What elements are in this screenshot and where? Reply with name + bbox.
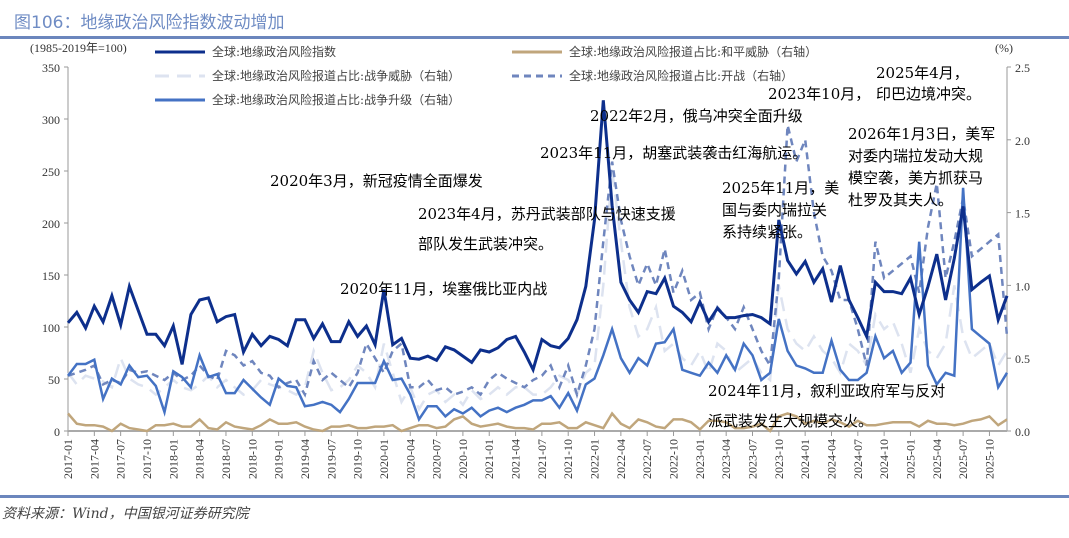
- x-tick-label: 2023-04: [719, 439, 733, 479]
- x-tick-label: 2019-04: [298, 439, 312, 479]
- x-tick-label: 2021-01: [482, 439, 496, 479]
- series-line-1: [67, 411, 1008, 433]
- right-tick-label: 0.5: [1015, 352, 1030, 366]
- series-line-3: [67, 124, 1009, 399]
- x-tick-label: 2023-07: [746, 439, 760, 479]
- x-tick-label: 2022-04: [614, 439, 628, 479]
- x-tick-label: 2024-10: [877, 439, 891, 479]
- x-tick-label: 2017-01: [61, 439, 75, 479]
- x-tick-label: 2021-04: [509, 439, 523, 479]
- annotation: 印巴边境冲突。: [876, 85, 981, 103]
- right-unit: (%): [995, 41, 1013, 55]
- legend-label: 全球:地缘政治风险报道占比:战争威胁（右轴）: [212, 68, 460, 83]
- x-tick-label: 2022-01: [588, 439, 602, 479]
- title-divider: [0, 36, 1069, 39]
- left-tick-label: 0: [54, 425, 60, 439]
- x-tick-label: 2018-10: [245, 439, 259, 479]
- series-line-0: [66, 100, 1009, 374]
- series-line-4: [67, 187, 1009, 423]
- annotation: 2022年2月，俄乌冲突全面升级: [590, 107, 803, 125]
- series-line-2: [67, 168, 1009, 413]
- x-tick-label: 2017-10: [140, 439, 154, 479]
- annotation: 部队发生武装冲突。: [418, 235, 553, 253]
- left-tick-label: 350: [42, 61, 60, 75]
- right-tick-label: 1.5: [1015, 207, 1030, 221]
- annotation: 杜罗及其夫人。: [848, 191, 953, 209]
- x-tick-label: 2025-01: [903, 439, 917, 479]
- x-tick-label: 2017-07: [114, 439, 128, 479]
- x-tick-label: 2017-04: [87, 439, 101, 479]
- annotation: 模空袭，美方抓获马: [848, 169, 983, 187]
- x-tick-label: 2019-10: [351, 439, 365, 479]
- x-tick-label: 2022-10: [667, 439, 681, 479]
- left-unit: (1985-2019年=100): [30, 41, 127, 55]
- figure-title: 图106：地缘政治风险指数波动增加: [14, 13, 285, 33]
- x-tick-label: 2024-01: [798, 439, 812, 479]
- left-tick-label: 100: [42, 321, 60, 335]
- x-tick-label: 2021-10: [561, 439, 575, 479]
- annotation: 2023年10月，: [768, 85, 870, 103]
- annotation: 2025年11月，美: [722, 179, 839, 197]
- right-tick-label: 2.5: [1015, 61, 1030, 75]
- annotation: 系持续紧张。: [722, 223, 812, 241]
- right-tick-label: 2.0: [1015, 134, 1030, 148]
- x-tick-label: 2020-07: [430, 439, 444, 479]
- legend-label: 全球:地缘政治风险报道占比:和平威胁（右轴）: [569, 44, 817, 59]
- left-tick-label: 300: [42, 113, 60, 127]
- x-tick-label: 2018-01: [166, 439, 180, 479]
- x-tick-label: 2018-07: [219, 439, 233, 479]
- x-tick-label: 2020-01: [377, 439, 391, 479]
- x-tick-label: 2025-07: [956, 439, 970, 479]
- annotation: 2026年1月3日，美军: [848, 125, 995, 143]
- x-tick-label: 2021-07: [535, 439, 549, 479]
- annotation: 2020年3月，新冠疫情全面爆发: [270, 172, 483, 190]
- right-tick-label: 1.0: [1015, 279, 1030, 293]
- legend-label: 全球:地缘政治风险报道占比:战争升级（右轴）: [212, 92, 460, 107]
- annotation: 2023年11月，胡塞武装袭击红海航运。: [540, 144, 807, 162]
- annotation: 派武装发生大规模交火。: [708, 412, 873, 430]
- x-tick-label: 2024-07: [851, 439, 865, 479]
- left-tick-label: 150: [42, 269, 60, 283]
- x-tick-label: 2022-07: [640, 439, 654, 479]
- left-tick-label: 50: [48, 373, 60, 387]
- annotation: 2023年4月，苏丹武装部队与快速支援: [418, 205, 676, 223]
- x-tick-label: 2019-07: [324, 439, 338, 479]
- x-tick-label: 2018-04: [193, 439, 207, 479]
- legend-label: 全球:地缘政治风险指数: [212, 44, 336, 59]
- left-tick-label: 200: [42, 217, 60, 231]
- annotation: 国与委内瑞拉关: [722, 201, 827, 219]
- x-tick-label: 2023-01: [693, 439, 707, 479]
- x-tick-label: 2025-04: [930, 439, 944, 479]
- right-tick-label: 0.0: [1015, 425, 1030, 439]
- left-tick-label: 250: [42, 165, 60, 179]
- annotation: 2024年11月，叙利亚政府军与反对: [708, 382, 945, 400]
- x-tick-label: 2019-01: [272, 439, 286, 479]
- annotation: 对委内瑞拉发动大规: [848, 147, 983, 165]
- source-note: 资料来源：Wind，中国银河证券研究院: [2, 506, 249, 522]
- footer-divider: [0, 495, 1069, 498]
- x-tick-label: 2023-10: [772, 439, 786, 479]
- x-tick-label: 2024-04: [824, 439, 838, 479]
- x-tick-label: 2020-10: [456, 439, 470, 479]
- annotation: 2025年4月，: [876, 64, 969, 82]
- legend-label: 全球:地缘政治风险报道占比:开战（右轴）: [569, 68, 793, 83]
- annotation: 2020年11月，埃塞俄比亚内战: [340, 280, 547, 298]
- x-tick-label: 2020-04: [403, 439, 417, 479]
- x-tick-label: 2025-10: [982, 439, 996, 479]
